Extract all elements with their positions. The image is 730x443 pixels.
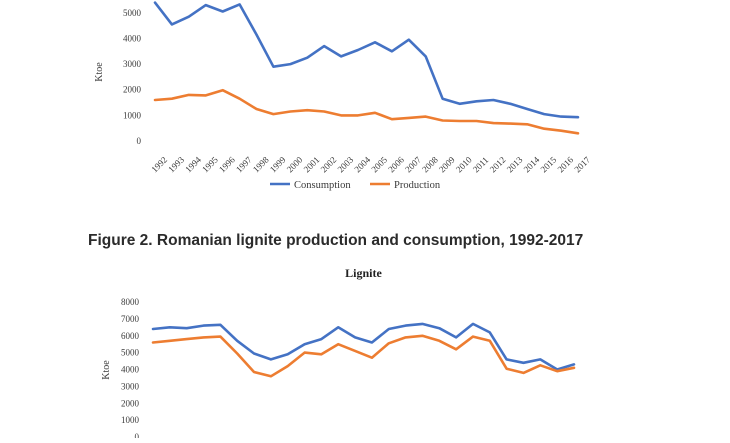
- x-tick-label: 2013: [505, 154, 525, 174]
- x-tick-label: 2010: [454, 154, 474, 174]
- chart-panel-lignite: Lignite 0 1000 2000 3000 4000 5000 6000 7000 8000…: [88, 263, 603, 442]
- y-axis-label: Ktoe: [101, 360, 112, 380]
- x-tick-label: 1995: [200, 154, 220, 174]
- y-tick-label: 3000: [123, 59, 142, 69]
- legend-label-production: Production: [394, 180, 441, 191]
- y-tick-label: 5000: [121, 348, 140, 358]
- x-tick-label: 1996: [217, 154, 237, 174]
- y-tick-label: 4000: [121, 365, 140, 375]
- x-tick-label: 2000: [285, 154, 305, 174]
- y-tick-label: 0: [135, 432, 140, 438]
- x-tick-label: 2008: [420, 154, 440, 174]
- x-tick-label: 1993: [166, 154, 186, 174]
- x-tick-label: 1998: [251, 154, 271, 174]
- figure-caption: Figure 2. Romanian lignite production an…: [88, 232, 584, 249]
- x-tick-label: 2011: [471, 155, 491, 175]
- x-tick-label: 2009: [437, 154, 457, 174]
- x-tick-label: 2006: [386, 154, 406, 174]
- x-tick-label: 2015: [539, 154, 559, 174]
- y-tick-label: 1000: [123, 110, 142, 120]
- x-tick-label: 1994: [183, 154, 203, 174]
- x-tick-label: 1997: [234, 154, 254, 174]
- series-line-production: [153, 88, 580, 135]
- x-tick-label: 1992: [149, 155, 169, 175]
- x-tick-label: 2012: [488, 155, 508, 175]
- series-line-consumption: [153, 1, 580, 119]
- x-tick-label: 2002: [319, 155, 339, 175]
- y-tick-label: 4000: [123, 33, 142, 43]
- x-tick-label: 2014: [522, 154, 542, 174]
- chart-top-svg: 010002000300040005000Ktoe199219931994199…: [94, 1, 592, 191]
- y-tick-label: 2000: [123, 85, 142, 95]
- y-tick-label: 3000: [121, 381, 140, 391]
- x-tick-label: 2017: [572, 154, 592, 174]
- chart-panel-consumption-production: 0 1000 2000 3000 4000 5000 Ktoe 1992 1993 1994 199…: [88, 0, 603, 203]
- y-axis-label: Ktoe: [94, 62, 105, 82]
- x-tick-label: 2003: [335, 154, 355, 174]
- y-tick-label: 5000: [123, 8, 142, 18]
- x-tick-label: 2016: [555, 154, 575, 174]
- x-tick-label: 2005: [369, 154, 389, 174]
- series-line-production: [151, 334, 576, 378]
- y-tick-label: 7000: [121, 314, 140, 324]
- x-tick-label: 2004: [352, 154, 372, 174]
- x-tick-label: 2001: [302, 155, 322, 175]
- chart-bottom-svg: Lignite 0 1000 2000 3000 4000 5000 6000 7000 8000…: [101, 266, 576, 442]
- y-tick-label: 2000: [121, 398, 140, 408]
- y-tick-label: 0: [137, 136, 142, 146]
- y-tick-label: 6000: [121, 331, 140, 341]
- y-tick-label: 1000: [121, 415, 140, 425]
- x-tick-label: 2007: [403, 154, 423, 174]
- legend-label-consumption: Consumption: [294, 180, 351, 191]
- x-tick-label: 1999: [268, 154, 288, 174]
- y-tick-label: 8000: [121, 297, 140, 307]
- series-line-consumption: [151, 322, 576, 371]
- chart-title: Lignite: [345, 266, 382, 280]
